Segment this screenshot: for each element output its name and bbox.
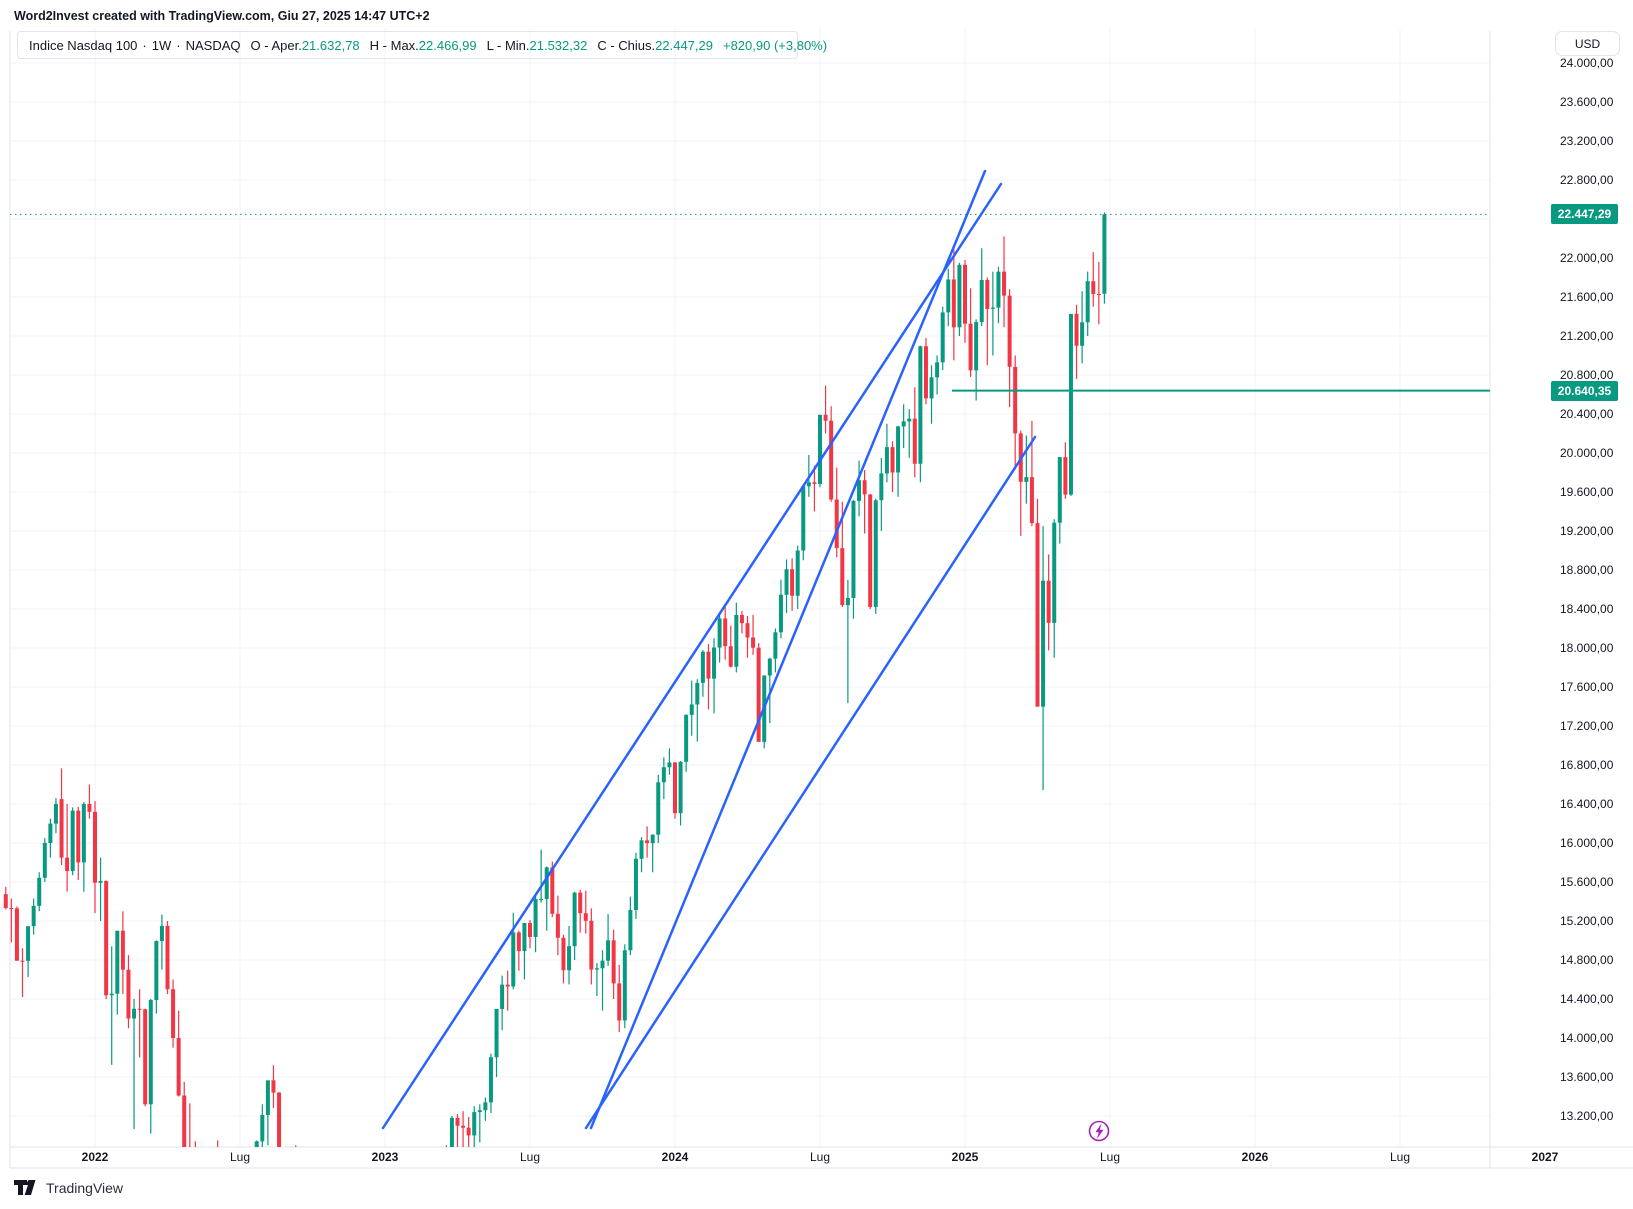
time-tick-label: Lug [1389,1150,1411,1164]
price-tick-label: 16.000,00 [1560,835,1614,850]
price-tick-label: 19.600,00 [1560,484,1614,499]
symbol-name: Indice Nasdaq 100 [29,37,138,53]
price-tick-label: 23.600,00 [1560,94,1614,109]
time-tick-label: 2025 [951,1150,979,1164]
price-tick-label: 22.000,00 [1560,250,1614,265]
price-tick-label: 21.600,00 [1560,289,1614,304]
chart-legend: Indice Nasdaq 100 · 1W · NASDAQ O - Aper… [17,31,827,59]
interval-label: 1W [151,37,172,53]
tradingview-logo-text: TradingView [46,1180,124,1196]
time-tick-label: 2024 [661,1150,689,1164]
high-label: H - Max. [369,37,419,53]
open-value: 21.632,78 [301,37,360,53]
attribution-text: Word2Invest created with TradingView.com… [14,9,430,23]
price-tick-label: 22.800,00 [1560,172,1614,187]
legend-separator: · [176,37,181,53]
high-value: 22.466,99 [418,37,477,53]
time-tick-label: 2027 [1531,1150,1559,1164]
price-tick-label: 24.000,00 [1560,55,1614,70]
exchange-label: NASDAQ [185,37,241,53]
low-value: 21.532,32 [529,37,588,53]
price-tick-label: 13.200,00 [1560,1108,1614,1123]
legend-separator: · [142,37,147,53]
price-tick-label: 23.200,00 [1560,133,1614,148]
horizontal-line-badge: 20.640,35 [1551,381,1618,401]
time-tick-label: Lug [519,1150,541,1164]
price-tick-label: 18.000,00 [1560,640,1614,655]
price-tick-label: 20.000,00 [1560,445,1614,460]
price-tick-label: 20.800,00 [1560,367,1614,382]
price-tick-label: 13.600,00 [1560,1069,1614,1084]
lightning-marker[interactable] [1088,1120,1110,1142]
price-tick-label: 17.200,00 [1560,718,1614,733]
price-tick-label: 16.800,00 [1560,757,1614,772]
trendlines[interactable] [381,169,1037,1130]
candlestick-series[interactable] [3,212,1107,1209]
price-tick-label: 17.600,00 [1560,679,1614,694]
open-label: O - Aper. [250,37,302,53]
panel-borders [9,31,1633,1169]
low-label: L - Min. [486,37,530,53]
time-tick-label: 2026 [1241,1150,1269,1164]
time-tick-label: Lug [1099,1150,1121,1164]
time-tick-label: Lug [229,1150,251,1164]
close-label: C - Chius. [597,37,656,53]
last-price-badge: 22.447,29 [1551,204,1618,224]
gridlines [10,28,1490,1147]
price-tick-label: 14.000,00 [1560,1030,1614,1045]
price-tick-label: 15.200,00 [1560,913,1614,928]
price-tick-label: 18.400,00 [1560,601,1614,616]
price-tick-label: 16.400,00 [1560,796,1614,811]
change-value: +820,90 (+3,80%) [722,37,828,53]
price-tick-label: 18.800,00 [1560,562,1614,577]
currency-button[interactable]: USD [1555,31,1620,56]
price-tick-label: 19.200,00 [1560,523,1614,538]
time-tick-label: 2023 [371,1150,399,1164]
price-tick-label: 20.400,00 [1560,406,1614,421]
tradingview-logo[interactable]: TradingView [14,1180,123,1196]
price-tick-label: 14.400,00 [1560,991,1614,1006]
tradingview-logo-icon [14,1180,36,1195]
price-tick-label: 14.800,00 [1560,952,1614,967]
time-tick-label: 2022 [81,1150,109,1164]
price-tick-label: 21.200,00 [1560,328,1614,343]
close-value: 22.447,29 [655,37,713,53]
time-tick-label: Lug [809,1150,831,1164]
price-tick-label: 15.600,00 [1560,874,1614,889]
